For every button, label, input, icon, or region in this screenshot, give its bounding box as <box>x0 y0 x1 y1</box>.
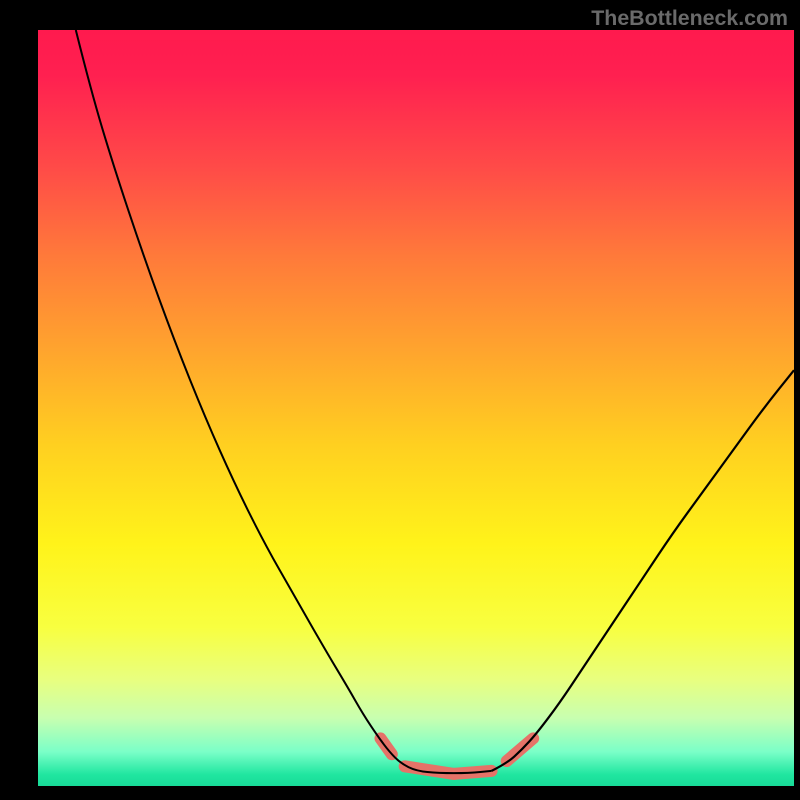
gradient-background <box>38 30 794 786</box>
watermark-text: TheBottleneck.com <box>591 6 788 31</box>
chart-svg <box>38 30 794 786</box>
chart-outer-frame: TheBottleneck.com <box>0 0 800 800</box>
plot-area <box>38 30 794 786</box>
